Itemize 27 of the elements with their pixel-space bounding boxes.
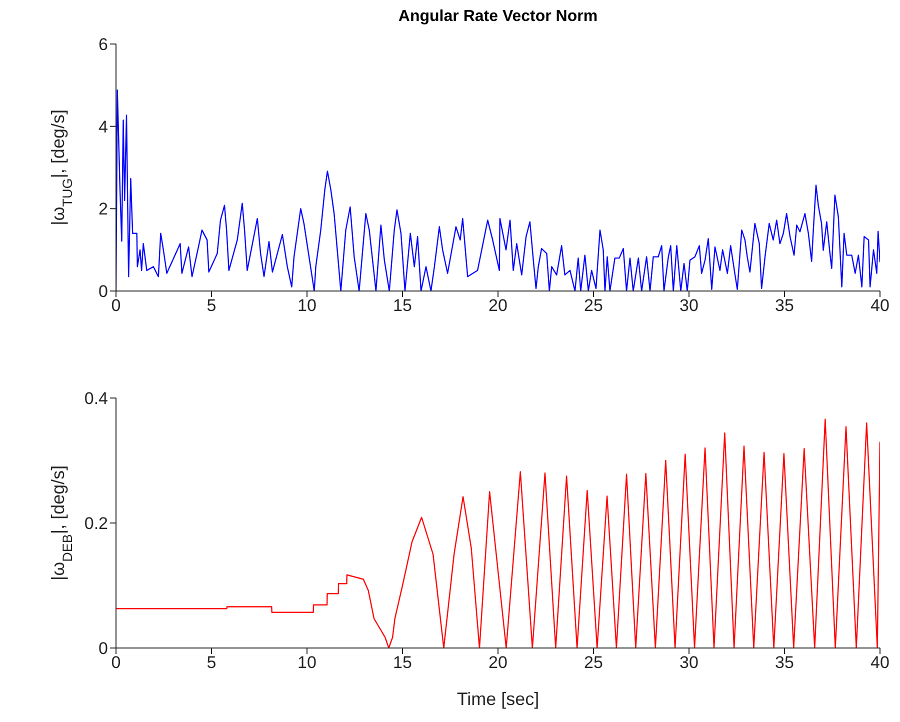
x-tick-label: 10 <box>298 296 316 316</box>
x-tick-label: 40 <box>870 296 890 316</box>
x-tick-label: 40 <box>870 653 890 672</box>
y-tick-label: 0 <box>98 282 108 302</box>
y-tick-label: 0 <box>98 639 108 658</box>
chart-title: Angular Rate Vector Norm <box>397 8 599 26</box>
x-tick-label: 30 <box>680 653 698 672</box>
y-tick-label: 4 <box>98 117 108 136</box>
x-tick-label: 15 <box>393 296 412 316</box>
x-tick-label: 0 <box>111 653 121 672</box>
x-tick-label: 25 <box>584 296 603 316</box>
y-tick-label: 6 <box>98 35 108 54</box>
x-axis-title: Time [sec] <box>456 688 540 709</box>
x-tick-label: 30 <box>680 296 698 316</box>
x-tick-label: 35 <box>775 653 794 672</box>
y-tick-label: 0.2 <box>84 514 108 534</box>
x-tick-label: 10 <box>298 653 316 672</box>
x-tick-label: 5 <box>206 296 216 316</box>
x-tick-label: 20 <box>488 653 508 672</box>
x-tick-label: 35 <box>775 296 794 316</box>
x-tick-label: 20 <box>488 296 508 316</box>
x-tick-label: 0 <box>111 296 121 316</box>
x-tick-label: 5 <box>206 653 216 672</box>
x-tick-label: 15 <box>393 653 412 672</box>
y-tick-label: 2 <box>98 200 108 219</box>
x-tick-label: 25 <box>584 653 603 672</box>
y-tick-label: 0.4 <box>84 389 108 408</box>
